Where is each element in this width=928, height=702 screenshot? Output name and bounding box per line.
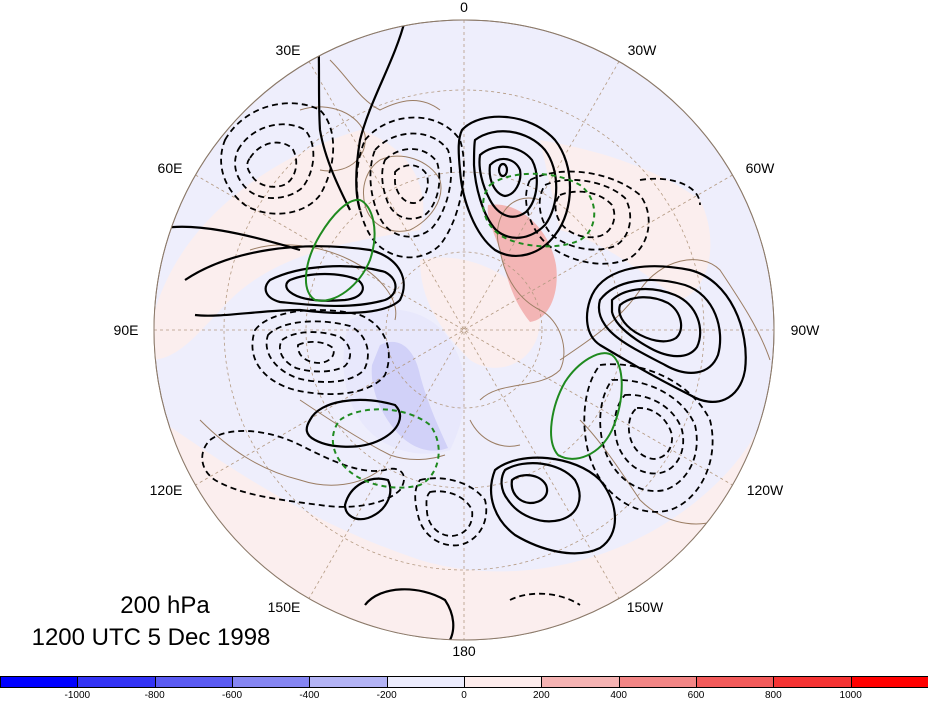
colorbar-tick-label: -400 xyxy=(299,690,320,701)
contour-ridge-europe xyxy=(316,29,351,211)
polar-map: 0 30W 60W 90W 120W 150W 180 150E 120E 90… xyxy=(114,0,821,659)
colorbar-swatch xyxy=(309,676,388,688)
colorbar-tick-label: 1000 xyxy=(839,690,862,701)
strong-positive-shading xyxy=(487,204,557,322)
contour-trough-uralsEast xyxy=(220,102,335,215)
contour-trough-uralsEast xyxy=(246,141,298,188)
valid-time-label: 1200 UTC 5 Dec 1998 xyxy=(31,624,271,651)
contour-ridge-siberia xyxy=(184,245,405,317)
lon-label-150w: 150W xyxy=(627,599,664,615)
lon-label-120w: 120W xyxy=(747,482,784,498)
contour-ridge-pacific xyxy=(490,456,617,555)
contour-trough-pacific xyxy=(425,490,474,537)
contour-trough-northAmerica xyxy=(627,407,673,460)
contour-ridge-northatlantic xyxy=(457,115,571,257)
negative-shading-region xyxy=(343,309,465,454)
positive-shading-region xyxy=(540,140,711,300)
lon-label-0: 0 xyxy=(460,0,468,15)
map-border xyxy=(153,19,775,641)
contour-trough-europe xyxy=(369,132,452,238)
colorbar-tick-label: -200 xyxy=(376,690,397,701)
contour-ridge-pacific xyxy=(500,462,581,523)
contour-ridge-southpacific xyxy=(364,588,455,640)
colorbar-swatch xyxy=(773,676,852,688)
longitude-labels: 0 30W 60W 90W 120W 150W 180 150E 120E 90… xyxy=(114,0,821,659)
pressure-level-label: 200 hPa xyxy=(120,592,210,619)
lon-label-30e: 30E xyxy=(276,42,301,58)
colorbar-tick-label: 200 xyxy=(532,690,550,701)
colorbar-swatch xyxy=(386,676,465,688)
contour-trough-northAmerica xyxy=(613,394,685,475)
lon-label-150e: 150E xyxy=(268,599,301,615)
contour-ridge-canada xyxy=(618,296,683,343)
contour-trough-europe xyxy=(355,116,465,259)
contour-ridge-northatlantic xyxy=(478,145,538,218)
colorbar-tick-label: -800 xyxy=(144,690,165,701)
colorbar-swatch xyxy=(0,676,79,688)
contour-trough-southPacific xyxy=(509,592,581,606)
colorbar-swatch xyxy=(850,676,928,688)
contour-ridge-pacific xyxy=(510,474,549,505)
contour-ridge-canada xyxy=(597,278,722,374)
colorbar: -1000 -800 -600 -400 -200 0 200 400 600 800 1000 xyxy=(0,676,928,702)
colorbar-swatch xyxy=(232,676,311,688)
contour-trough-siberia xyxy=(278,331,351,373)
colorbar-tick-label: 0 xyxy=(461,690,467,701)
lon-label-90w: 90W xyxy=(791,322,821,338)
colorbar-tick-label: -1000 xyxy=(64,690,91,701)
green-negative-contour xyxy=(331,408,440,489)
contour-trough-westAtlantic xyxy=(538,179,632,251)
positive-black-contours xyxy=(154,20,747,640)
colorbar-tick-label: 400 xyxy=(610,690,627,701)
contour-ridge-northatlantic xyxy=(488,157,522,198)
lon-label-60w: 60W xyxy=(746,160,776,176)
contour-trough-northAmerica xyxy=(583,363,714,513)
lon-label-30w: 30W xyxy=(628,42,658,58)
colorbar-swatch xyxy=(618,676,697,688)
colorbar-swatch xyxy=(541,676,620,688)
green-positive-contour xyxy=(550,352,623,460)
colorbar-tick-label: -600 xyxy=(221,690,243,701)
contour-trough-siberia xyxy=(265,320,369,383)
contour-trough-westAtlantic-outer xyxy=(639,177,701,206)
colorbar-tick-label: 800 xyxy=(764,690,782,701)
lon-label-90e: 90E xyxy=(114,322,139,338)
negative-black-contours xyxy=(201,102,714,606)
colorbar-tick-label: 600 xyxy=(687,690,705,701)
graticule xyxy=(154,20,774,640)
colorbar-swatch xyxy=(464,676,543,688)
lon-label-60e: 60E xyxy=(158,160,183,176)
contour-trough-europe xyxy=(381,148,441,220)
contour-trough-westAtlantic xyxy=(525,170,650,265)
contour-trough-pacific xyxy=(414,477,488,547)
colorbar-swatch xyxy=(77,676,156,688)
colorbar-swatch xyxy=(154,676,233,688)
coastlines xyxy=(199,59,771,525)
contour-ridge-northatlantic xyxy=(472,130,558,239)
contour-trough-siberia xyxy=(251,309,390,395)
contour-ridge-canada xyxy=(610,287,702,358)
contour-ridge-eastsiberia xyxy=(305,398,402,448)
contour-trough-eastAsia xyxy=(201,430,405,508)
colorbar-swatch xyxy=(696,676,775,688)
contour-ridge-kamchatka xyxy=(343,477,392,521)
contour-ridge-europe xyxy=(355,20,407,211)
contour-ridge-center xyxy=(497,162,509,178)
contour-trough-westAtlantic xyxy=(554,190,616,239)
green-positive-contour xyxy=(304,198,376,302)
contour-ridge-siberia xyxy=(264,265,397,308)
green-contours xyxy=(304,172,623,489)
lon-label-180: 180 xyxy=(452,643,476,659)
positive-shading-region xyxy=(154,360,774,640)
contour-ridge-canada xyxy=(585,265,747,403)
contour-ridge-siberia xyxy=(285,272,364,302)
contour-trough-northAmerica xyxy=(599,379,698,492)
green-negative-contour xyxy=(482,172,596,248)
lon-label-120e: 120E xyxy=(150,482,183,498)
